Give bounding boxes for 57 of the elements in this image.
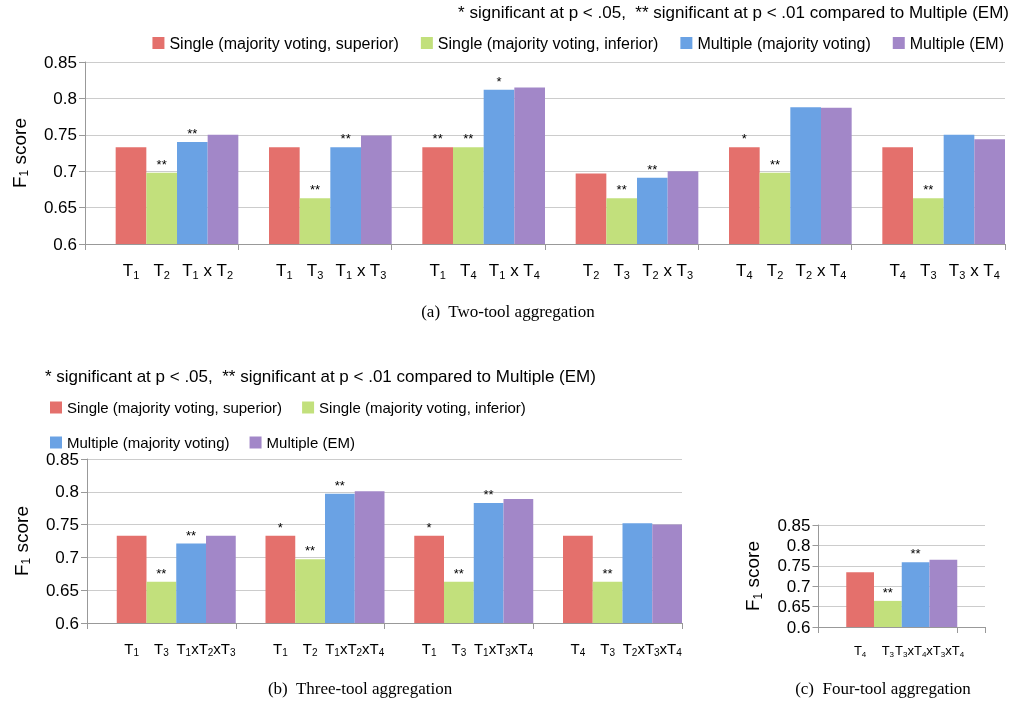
data-label: ** bbox=[309, 182, 321, 198]
legend-label: Single (majority voting, superior) bbox=[67, 399, 283, 416]
y-tick-label: 0.6 bbox=[55, 613, 79, 633]
y-tick-label: 0.75 bbox=[777, 556, 811, 576]
data-label: ** bbox=[616, 182, 627, 198]
data-label: ** bbox=[923, 182, 934, 198]
text: (a) Two-tool aggregation bbox=[421, 302, 596, 321]
y-tick-label: 0.65 bbox=[43, 198, 77, 218]
y-tick-label: 0.6 bbox=[786, 617, 811, 637]
text: (c) Four-tool aggregation bbox=[795, 679, 972, 698]
data-label: ** bbox=[340, 131, 351, 147]
data-label: ** bbox=[187, 126, 198, 142]
y-tick-label: 0.65 bbox=[777, 597, 811, 617]
data-label: * bbox=[426, 519, 432, 535]
data-label: ** bbox=[483, 486, 494, 502]
data-label: ** bbox=[432, 131, 443, 147]
y-tick-label: 0.75 bbox=[45, 515, 79, 535]
data-label: * bbox=[496, 73, 502, 89]
data-label: ** bbox=[769, 156, 781, 172]
y-tick-label: 0.7 bbox=[55, 547, 79, 567]
y-tick-label: 0.8 bbox=[786, 535, 811, 555]
data-label: * bbox=[741, 131, 747, 147]
legend-label: Single (majority voting, inferior) bbox=[437, 34, 659, 52]
y-tick-label: 0.85 bbox=[777, 515, 811, 535]
y-axis-title: F1 score bbox=[8, 117, 31, 189]
y-axis-title: F1 score bbox=[742, 540, 765, 612]
text: (b) Three-tool aggregation bbox=[267, 679, 453, 698]
data-label: ** bbox=[463, 131, 474, 147]
y-tick-label: 0.6 bbox=[53, 234, 77, 254]
data-label: ** bbox=[882, 584, 893, 600]
data-label: ** bbox=[156, 156, 167, 172]
data-label: ** bbox=[647, 161, 658, 177]
legend-label: Multiple (EM) bbox=[909, 34, 1004, 52]
text: * significant at p < .05, ** significant at p < .01 compared to Multiple (EM) bbox=[45, 367, 596, 386]
data-label: ** bbox=[156, 565, 167, 581]
y-tick-label: 0.75 bbox=[43, 125, 77, 145]
y-tick-label: 0.85 bbox=[43, 52, 77, 72]
legend-label: Single (majority voting, superior) bbox=[169, 34, 399, 52]
y-tick-label: 0.65 bbox=[45, 580, 79, 600]
y-tick-label: 0.7 bbox=[53, 161, 77, 181]
y-tick-label: 0.7 bbox=[786, 576, 811, 596]
text: * significant at p < .05, ** significant at p < .01 compared to Multiple (EM) bbox=[458, 3, 1009, 22]
legend-label: Multiple (EM) bbox=[266, 434, 355, 451]
legend-label: Multiple (majority voting) bbox=[67, 434, 230, 451]
legend-label: Multiple (majority voting) bbox=[697, 34, 871, 52]
data-label: ** bbox=[334, 477, 345, 493]
data-label: ** bbox=[602, 565, 613, 581]
data-label: * bbox=[277, 519, 283, 535]
y-axis-title: F1 score bbox=[10, 505, 33, 577]
data-label: ** bbox=[910, 546, 921, 562]
data-label: ** bbox=[453, 565, 464, 581]
y-tick-label: 0.8 bbox=[55, 482, 79, 502]
y-tick-label: 0.8 bbox=[53, 88, 77, 108]
data-label: ** bbox=[305, 543, 316, 559]
legend-label: Single (majority voting, inferior) bbox=[319, 399, 526, 416]
y-tick-label: 0.85 bbox=[45, 449, 79, 469]
data-label: ** bbox=[186, 527, 197, 543]
